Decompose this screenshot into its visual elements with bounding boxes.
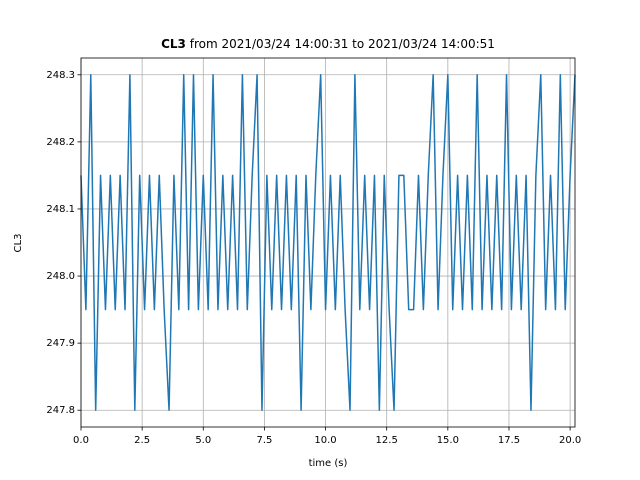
y-tick-label: 247.9 xyxy=(46,338,75,349)
x-tick-label: 2.5 xyxy=(134,435,150,446)
x-tick-label: 12.5 xyxy=(376,435,398,446)
x-tick-label: 20.0 xyxy=(559,435,581,446)
title-variable: CL3 xyxy=(161,37,186,51)
x-axis-label: time (s) xyxy=(309,458,348,469)
chart-title: CL3 from 2021/03/24 14:00:31 to 2021/03/… xyxy=(161,37,495,51)
data-line xyxy=(80,74,576,411)
x-tick-label: 10.0 xyxy=(314,435,336,446)
y-tick-label: 248.1 xyxy=(46,204,75,215)
x-tick-label: 17.5 xyxy=(498,435,520,446)
y-tick-label: 248.0 xyxy=(46,271,75,282)
y-tick-label: 248.2 xyxy=(46,137,75,148)
x-tick-label: 7.5 xyxy=(256,435,272,446)
x-tick-label: 15.0 xyxy=(437,435,459,446)
x-tick-label: 5.0 xyxy=(195,435,211,446)
y-tick-label: 248.3 xyxy=(46,70,75,81)
y-axis-label: CL3 xyxy=(13,234,24,253)
plot-frame xyxy=(80,57,576,428)
y-tick-label: 247.8 xyxy=(46,405,75,416)
x-tick-label: 0.0 xyxy=(73,435,89,446)
title-text: from 2021/03/24 14:00:31 to 2021/03/24 1… xyxy=(190,37,495,51)
